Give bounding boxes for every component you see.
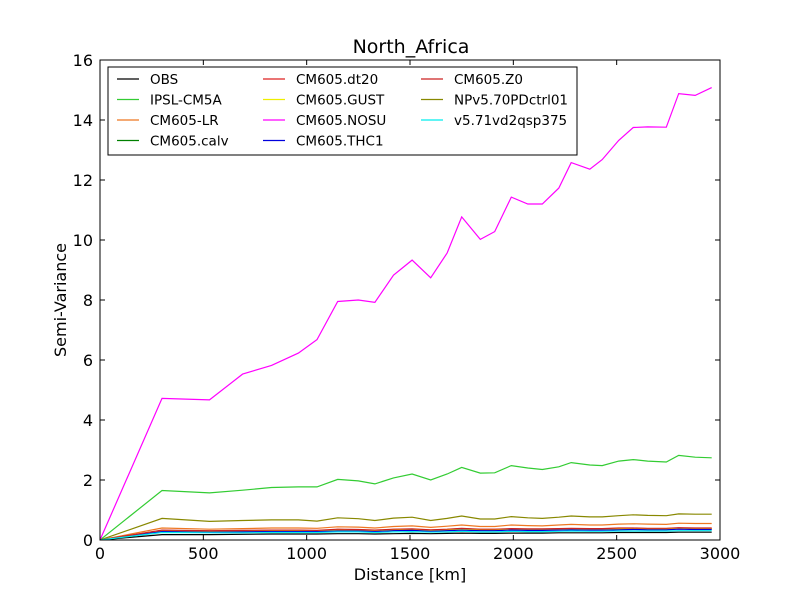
legend-label: IPSL-CM5A — [150, 93, 223, 109]
legend-label: CM605.THC1 — [296, 134, 384, 150]
y-tick-label: 6 — [83, 351, 93, 370]
ticks-layer: 0 500 1000 1500 2000 2500 3000 0 2 4 6 8 10 12 14 16 — [73, 51, 741, 563]
x-axis-label: Distance [km] — [354, 565, 466, 584]
x-tick-label: 3000 — [700, 544, 741, 563]
series-layer — [100, 87, 712, 540]
series-line-cm605-lr — [100, 522, 712, 540]
y-tick-label: 14 — [73, 111, 93, 130]
y-tick-label: 16 — [73, 51, 93, 70]
series-line-npv5-70pdctrl01 — [100, 513, 712, 540]
legend-label: v5.71vd2qsp375 — [454, 113, 567, 129]
y-tick-label: 12 — [73, 171, 93, 190]
legend-frame — [107, 66, 578, 156]
legend-label: CM605.Z0 — [454, 72, 523, 88]
x-tick-label: 0 — [95, 544, 105, 563]
legend-label: CM605.calv — [150, 134, 229, 150]
x-tick-label: 1500 — [390, 544, 431, 563]
legend-label: NPv5.70PDctrl01 — [454, 93, 568, 109]
series-line-ipsl-cm5a — [100, 454, 712, 540]
chart-title: North_Africa — [353, 36, 470, 58]
legend-label: CM605.NOSU — [296, 113, 386, 129]
y-tick-label: 2 — [83, 471, 93, 490]
y-tick-label: 8 — [83, 291, 93, 310]
legend: OBS IPSL-CM5A CM605-LR CM605.calv CM605.dt20… — [107, 66, 578, 156]
x-tick-label: 500 — [188, 544, 219, 563]
x-tick-label: 2500 — [596, 544, 637, 563]
y-tick-label: 0 — [83, 531, 93, 550]
legend-label: OBS — [150, 72, 178, 88]
y-tick-label: 10 — [73, 231, 93, 250]
series-line-obs — [100, 531, 712, 540]
series-line-v5-71vd2qsp375 — [100, 530, 712, 540]
series-line-cm605-thc1 — [100, 528, 712, 540]
y-axis-label: Semi-Variance — [51, 243, 70, 357]
series-line-cm605-nosu — [100, 87, 712, 540]
legend-label: CM605.dt20 — [296, 72, 378, 88]
legend-label: CM605.GUST — [296, 93, 385, 109]
series-line-cm605-z0 — [100, 527, 712, 540]
x-tick-label: 2000 — [493, 544, 534, 563]
x-tick-label: 1000 — [286, 544, 327, 563]
legend-label: CM605-LR — [150, 113, 219, 129]
y-tick-label: 4 — [83, 411, 93, 430]
